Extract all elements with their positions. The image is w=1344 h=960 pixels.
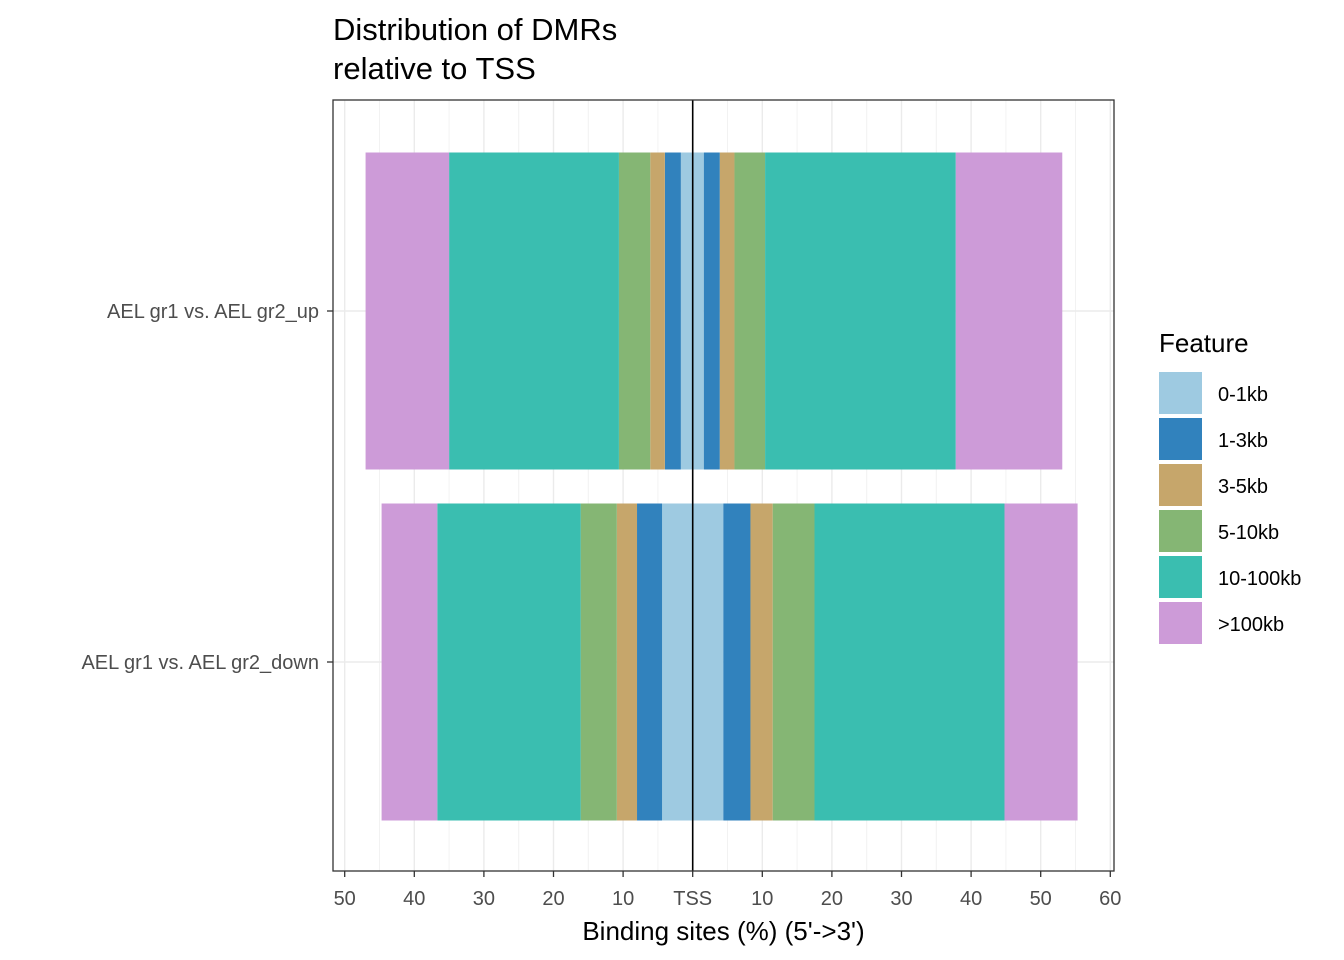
bar-segment-downstream — [772, 503, 815, 821]
legend-label: 10-100kb — [1218, 568, 1301, 590]
x-axis-title: Binding sites (%) (5'->3') — [582, 916, 864, 946]
legend-key — [1159, 372, 1202, 414]
x-tick-label: 20 — [821, 888, 843, 910]
x-tick-label: 50 — [1030, 888, 1052, 910]
bar-segment-upstream — [664, 152, 681, 470]
x-tick-label: 30 — [890, 888, 912, 910]
bar-segment-downstream — [703, 152, 720, 470]
bar-segment-downstream — [1004, 503, 1078, 821]
bar-segment-upstream — [662, 503, 693, 821]
x-tick-label: 10 — [751, 888, 773, 910]
legend-key — [1159, 602, 1202, 644]
legend: Feature 0-1kb 1-3kb 3-5kb 5-10kb 10-100kb >10… — [1159, 328, 1301, 644]
legend-label: 5-10kb — [1218, 522, 1279, 544]
x-tick-label: 40 — [960, 888, 982, 910]
y-tick-label: AEL gr1 vs. AEL gr2_down — [81, 652, 319, 674]
bar-segment-upstream — [437, 503, 581, 821]
y-tick-label: AEL gr1 vs. AEL gr2_up — [107, 301, 319, 323]
legend-title: Feature — [1159, 328, 1249, 358]
bar-segment-downstream — [734, 152, 766, 470]
bars — [365, 152, 1078, 821]
bar-segment-downstream — [723, 503, 751, 821]
x-tick-label: 50 — [334, 888, 356, 910]
x-tick-label: TSS — [673, 888, 712, 910]
bar-segment-downstream — [750, 503, 773, 821]
legend-label: >100kb — [1218, 614, 1284, 636]
x-tick-label: 40 — [403, 888, 425, 910]
y-axis: AEL gr1 vs. AEL gr2_up AEL gr1 vs. AEL gr… — [81, 301, 333, 674]
bar-segment-upstream — [650, 152, 665, 470]
bar-segment-upstream — [449, 152, 619, 470]
bar-segment-upstream — [580, 503, 617, 821]
bar-segment-upstream — [680, 152, 693, 470]
x-tick-label: 10 — [612, 888, 634, 910]
bar-segment-downstream — [719, 152, 735, 470]
bar-segment-upstream — [381, 503, 438, 821]
bar-segment-downstream — [692, 152, 704, 470]
chart-title-line-2: relative to TSS — [333, 51, 536, 86]
bar-segment-downstream — [955, 152, 1063, 470]
legend-key — [1159, 510, 1202, 552]
bar-segment-upstream — [618, 152, 651, 470]
bar-segment-downstream — [692, 503, 724, 821]
bar-segment-upstream — [616, 503, 638, 821]
legend-key — [1159, 464, 1202, 506]
x-tick-label: 20 — [542, 888, 564, 910]
chart-title-line-1: Distribution of DMRs — [333, 12, 617, 47]
bar-segment-upstream — [637, 503, 663, 821]
x-tick-label: 60 — [1099, 888, 1121, 910]
legend-key — [1159, 418, 1202, 460]
bar-segment-downstream — [765, 152, 956, 470]
legend-label: 1-3kb — [1218, 430, 1268, 452]
legend-label: 3-5kb — [1218, 476, 1268, 498]
panel-border — [332, 99, 1115, 872]
bar-segment-upstream — [365, 152, 450, 470]
legend-key — [1159, 556, 1202, 598]
legend-label: 0-1kb — [1218, 384, 1268, 406]
x-axis: 50 40 30 20 10 TSS 10 20 30 40 50 60 — [334, 871, 1121, 910]
bar-segment-downstream — [814, 503, 1005, 821]
x-tick-label: 30 — [473, 888, 495, 910]
